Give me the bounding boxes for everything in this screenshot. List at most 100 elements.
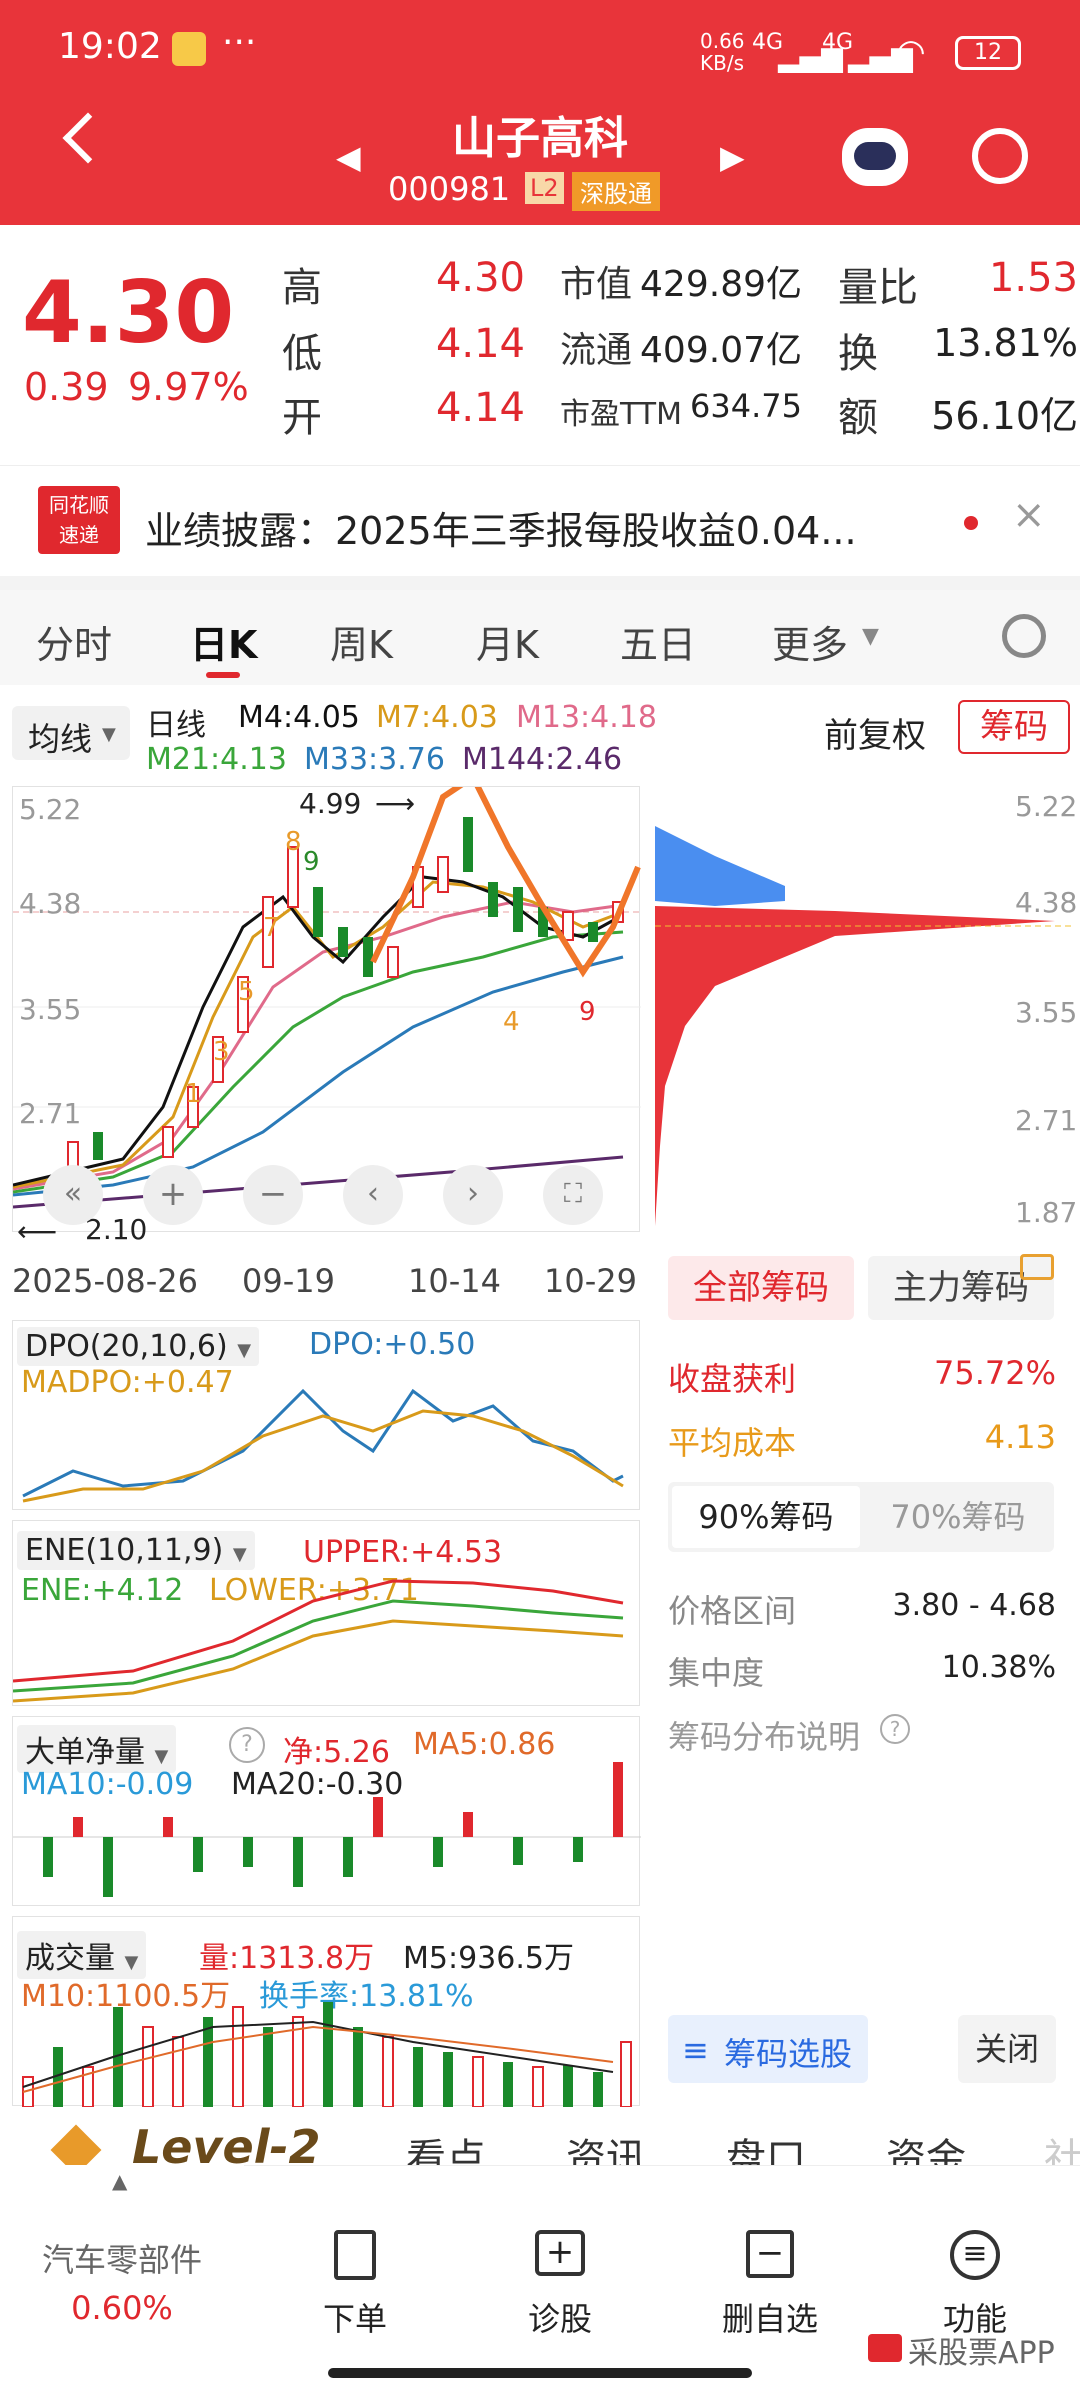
candles — [67, 817, 624, 1168]
volume-value: 量:1313.8万 — [199, 1941, 375, 1976]
volume-panel[interactable]: 成交量 ▼ 量:1313.8万 M5:936.5万 M10:1100.5万 换手… — [12, 1916, 640, 2107]
ene-value: ENE:+4.12 — [21, 1573, 184, 1608]
chip-distribution: 5.22 4.38 3.55 2.71 1.87 — [655, 786, 1078, 1229]
dpo-panel[interactable]: DPO(20,10,6) ▼ DPO:+0.50 MADPO:+0.47 — [12, 1320, 640, 1510]
volume-chart — [22, 2002, 632, 2107]
sector-change: 0.60% — [71, 2289, 173, 2327]
chevron-down-icon: ▼ — [232, 1544, 247, 1565]
tab-main-chips[interactable]: 主力筹码 — [868, 1256, 1054, 1320]
pan-right-icon[interactable]: › — [443, 1165, 503, 1225]
x-tick: 10-29 — [544, 1262, 637, 1300]
news-text: 业绩披露：2025年三季报每股收益0.04... — [145, 509, 857, 553]
bigorder-panel[interactable]: 大单净量 ▼ ? 净:5.26 MA5:0.86 MA10:-0.09 MA20… — [12, 1716, 641, 1906]
seq-num: 1 — [185, 1079, 202, 1109]
adjust-type[interactable]: 前复权 — [824, 716, 926, 756]
fullscreen-icon[interactable]: ⛶ — [543, 1165, 603, 1225]
chip-svg — [655, 826, 1075, 1226]
volratio-value: 1.53 — [988, 255, 1078, 301]
net-speed: 0.66 KB/s — [700, 29, 745, 75]
exchange-badge: 深股通 — [572, 172, 660, 211]
lock-icon — [1020, 1254, 1054, 1280]
home-indicator[interactable] — [328, 2368, 752, 2378]
ma7-line — [13, 880, 624, 1189]
profit-value: 75.72% — [933, 1354, 1056, 1392]
y-tick: 4.38 — [19, 887, 82, 920]
stock-code: 000981 — [388, 170, 511, 208]
caret-up-icon: ▲ — [112, 2169, 128, 2193]
chip-pct-segment: 90%筹码 70%筹码 — [668, 1482, 1054, 1552]
seq-num: 7 — [263, 913, 280, 943]
chip-toggle-button[interactable]: 筹码 — [958, 700, 1070, 754]
tab-more[interactable]: 更多 — [772, 623, 849, 667]
ene-panel[interactable]: ENE(10,11,9) ▼ UPPER:+4.53 ENE:+4.12 LOW… — [12, 1520, 640, 1706]
tab-intraday[interactable]: 分时 — [36, 623, 113, 667]
high-label: 高 — [282, 265, 322, 311]
news-ticker[interactable]: 同花顺 速递 业绩披露：2025年三季报每股收益0.04... × — [0, 465, 1080, 575]
chevron-down-icon: ▼ — [124, 1952, 139, 1973]
open-label: 开 — [282, 395, 322, 441]
chevron-down-icon: ▼ — [102, 724, 116, 745]
ene-selector[interactable]: ENE(10,11,9) ▼ — [17, 1531, 255, 1570]
close-news-icon[interactable]: × — [1012, 492, 1046, 538]
dpo-chart — [22, 1388, 624, 1503]
bigorder-ma5: MA5:0.86 — [413, 1727, 556, 1762]
next-stock-icon[interactable]: ▶ — [720, 138, 745, 176]
ene-mid-line — [13, 1599, 624, 1693]
zoom-in-icon[interactable]: + — [143, 1165, 203, 1225]
volume-turnover: 换手率:13.81% — [259, 1979, 474, 2014]
prev-stock-icon[interactable]: ◀ — [336, 138, 361, 176]
sector-box[interactable]: ▲ 汽车零部件 0.60% — [0, 2165, 244, 2400]
status-time: 19:02 — [58, 26, 162, 67]
chip-desc-link[interactable]: 筹码分布说明 — [668, 1718, 861, 1756]
tab-monthly-k[interactable]: 月K — [476, 623, 539, 667]
pan-left-icon[interactable]: ‹ — [343, 1165, 403, 1225]
seg-90[interactable]: 90%筹码 — [672, 1486, 860, 1548]
divider — [0, 576, 1080, 590]
bigorder-chart — [13, 1762, 641, 1897]
quote-panel: 4.30 0.39 9.97% 高 4.30 低 4.14 开 4.14 市值 … — [0, 225, 1080, 465]
help-icon[interactable]: ? — [229, 1727, 265, 1763]
price-change: 0.39 — [24, 365, 109, 409]
y-tick: 2.71 — [19, 1097, 82, 1130]
ths-logo: 同花顺 速递 — [38, 486, 120, 554]
madpo-line — [22, 1409, 624, 1503]
volume-selector[interactable]: 成交量 ▼ — [17, 1931, 147, 1979]
volume-m10: M10:1100.5万 — [21, 1979, 231, 2014]
chip-select-button[interactable]: ≡ 筹码选股 — [668, 2015, 868, 2083]
diagnose-icon: + — [535, 2230, 585, 2276]
wifi-icon: ◠ — [896, 32, 926, 72]
kline-chart[interactable]: 5.22 4.38 3.55 2.71 4.99 ⟶ ⟵ 2.10 1 3 5 … — [12, 786, 641, 1248]
ma-selector[interactable]: 均线 ▼ — [12, 706, 130, 760]
robot-assistant-icon[interactable] — [842, 128, 908, 186]
signal1-label: 4G — [752, 30, 784, 55]
amount-value: 56.10亿 — [931, 394, 1078, 438]
search-icon[interactable] — [972, 128, 1028, 184]
tab-daily-k[interactable]: 日K — [190, 623, 258, 667]
y-tick: 3.55 — [19, 993, 82, 1026]
turnover-value: 13.81% — [933, 321, 1078, 365]
y-tick: 5.22 — [19, 793, 82, 826]
ene-name: ENE(10,11,9) — [25, 1533, 224, 1568]
close-chip-button[interactable]: 关闭 — [958, 2015, 1056, 2083]
tab-all-chips[interactable]: 全部筹码 — [668, 1256, 854, 1320]
tab-five-day[interactable]: 五日 — [620, 623, 697, 667]
remove-icon: − — [746, 2230, 794, 2278]
chip-y-tick: 2.71 — [1015, 1104, 1078, 1137]
nav-diagnose-label: 诊股 — [527, 2300, 592, 2338]
amount-label: 额 — [838, 395, 878, 441]
rewind-icon[interactable]: « — [43, 1165, 103, 1225]
list-icon: ≡ — [682, 2031, 709, 2069]
dpo-line — [22, 1388, 624, 1498]
volume-name: 成交量 — [25, 1941, 115, 1976]
ma144-label: M144:2.46 — [462, 742, 623, 777]
help-icon[interactable]: ? — [880, 1714, 910, 1744]
settings-icon[interactable] — [1002, 614, 1046, 658]
bigorder-name: 大单净量 — [25, 1735, 145, 1770]
zoom-out-icon[interactable]: − — [243, 1165, 303, 1225]
tab-weekly-k[interactable]: 周K — [330, 623, 393, 667]
dpo-selector[interactable]: DPO(20,10,6) ▼ — [17, 1327, 260, 1366]
seg-70[interactable]: 70%筹码 — [890, 1498, 1026, 1536]
bigorder-ma10: MA10:-0.09 — [21, 1767, 194, 1802]
chip-y-tick: 5.22 — [1015, 790, 1078, 823]
bigorder-selector[interactable]: 大单净量 ▼ — [17, 1725, 177, 1773]
